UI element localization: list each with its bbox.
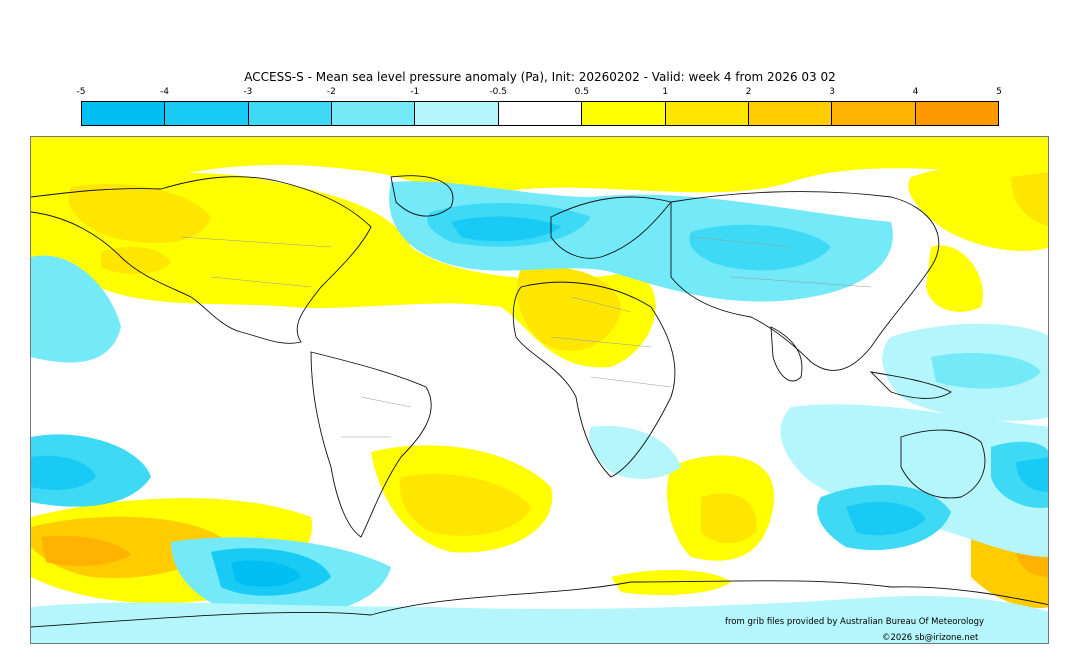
- colorbar-swatch: [248, 102, 333, 125]
- map-title: ACCESS-S - Mean sea level pressure anoma…: [244, 70, 836, 84]
- north-pacific-right-gold: [1011, 172, 1048, 227]
- western-pacific-negative-inner: [931, 352, 1041, 389]
- colorbar-tick-label: -5: [76, 87, 86, 97]
- australia-negative-inner: [1016, 457, 1048, 492]
- antarctic-negative: [31, 595, 1048, 643]
- south-indian-negative-inner: [846, 501, 926, 536]
- world-map: [30, 136, 1049, 644]
- colorbar-swatch: [498, 102, 583, 125]
- data-source-credit: from grib files provided by Australian B…: [725, 617, 985, 627]
- south-pacific-west-inner: [31, 455, 96, 490]
- australia-coast: [900, 429, 986, 499]
- antarctica-coast: [31, 580, 1048, 628]
- colorbar-swatch: [332, 102, 416, 125]
- colorbar-tick-label: 0.5: [574, 87, 589, 97]
- south-indian-positive: [611, 570, 731, 595]
- southern-ocean-negative-inner: [231, 560, 301, 587]
- colorbar-tick-label: -1: [410, 87, 420, 97]
- positive-anomaly-regions: [31, 137, 1048, 608]
- colorbar-tick-label: -3: [243, 87, 253, 97]
- colorbar-tick-label: -0.5: [489, 87, 507, 97]
- pacific-gold: [101, 246, 171, 274]
- colorbar-swatch: [832, 102, 916, 125]
- colorbar-swatch: [582, 102, 666, 125]
- anomaly-map-svg: [31, 137, 1048, 643]
- north-atlantic-gold: [68, 183, 211, 243]
- japan-positive: [926, 245, 983, 312]
- colorbar-tick-label: -2: [326, 87, 336, 97]
- southern-africa-negative: [589, 426, 681, 479]
- colorbar-tick-label: 5: [996, 87, 1002, 97]
- negative-anomaly-regions: [31, 181, 1048, 643]
- europe-coast: [550, 196, 672, 259]
- colorbar-tick-label: 3: [829, 87, 835, 97]
- colorbar-swatch: [82, 102, 166, 125]
- sahara-positive: [517, 266, 621, 351]
- north-america-coast: [31, 176, 372, 344]
- north-atlantic-negative-inner: [451, 216, 561, 242]
- copyright-credit: ©2026 sb@irizone.net: [882, 633, 979, 643]
- pacific-northeast-negative: [31, 255, 121, 363]
- colorbar-tick-label: 1: [662, 87, 669, 97]
- africa-coast: [512, 281, 676, 478]
- colorbar-swatch: [415, 102, 499, 125]
- south-atlantic-gold: [400, 473, 531, 536]
- colorbar: [81, 101, 999, 126]
- country-borders: [180, 236, 872, 438]
- colorbar-tick-label: 2: [745, 87, 752, 97]
- maritime-asia-coast: [869, 371, 952, 399]
- south-pacific-orange: [41, 535, 131, 567]
- asia-coast: [670, 191, 940, 371]
- colorbar-swatch: [165, 102, 249, 125]
- indian-subcontinent-coast: [770, 326, 803, 382]
- greenland-coast: [390, 175, 454, 217]
- south-america-coast: [310, 351, 432, 538]
- colorbar-swatch: [665, 102, 749, 125]
- siberia-negative: [689, 224, 831, 271]
- coastlines: [31, 175, 1048, 628]
- colorbar-tick-labels: -5 -4 -3 -2 -1 -0.5 0.5 1 2 3 4 5: [77, 87, 1002, 99]
- arctic-positive-band: [31, 137, 1048, 197]
- colorbar-swatch: [748, 102, 833, 125]
- colorbar-tick-label: -4: [159, 87, 169, 97]
- indian-ocean-gold: [701, 493, 757, 544]
- colorbar-tick-label: 4: [912, 87, 919, 97]
- colorbar-swatch: [915, 102, 998, 125]
